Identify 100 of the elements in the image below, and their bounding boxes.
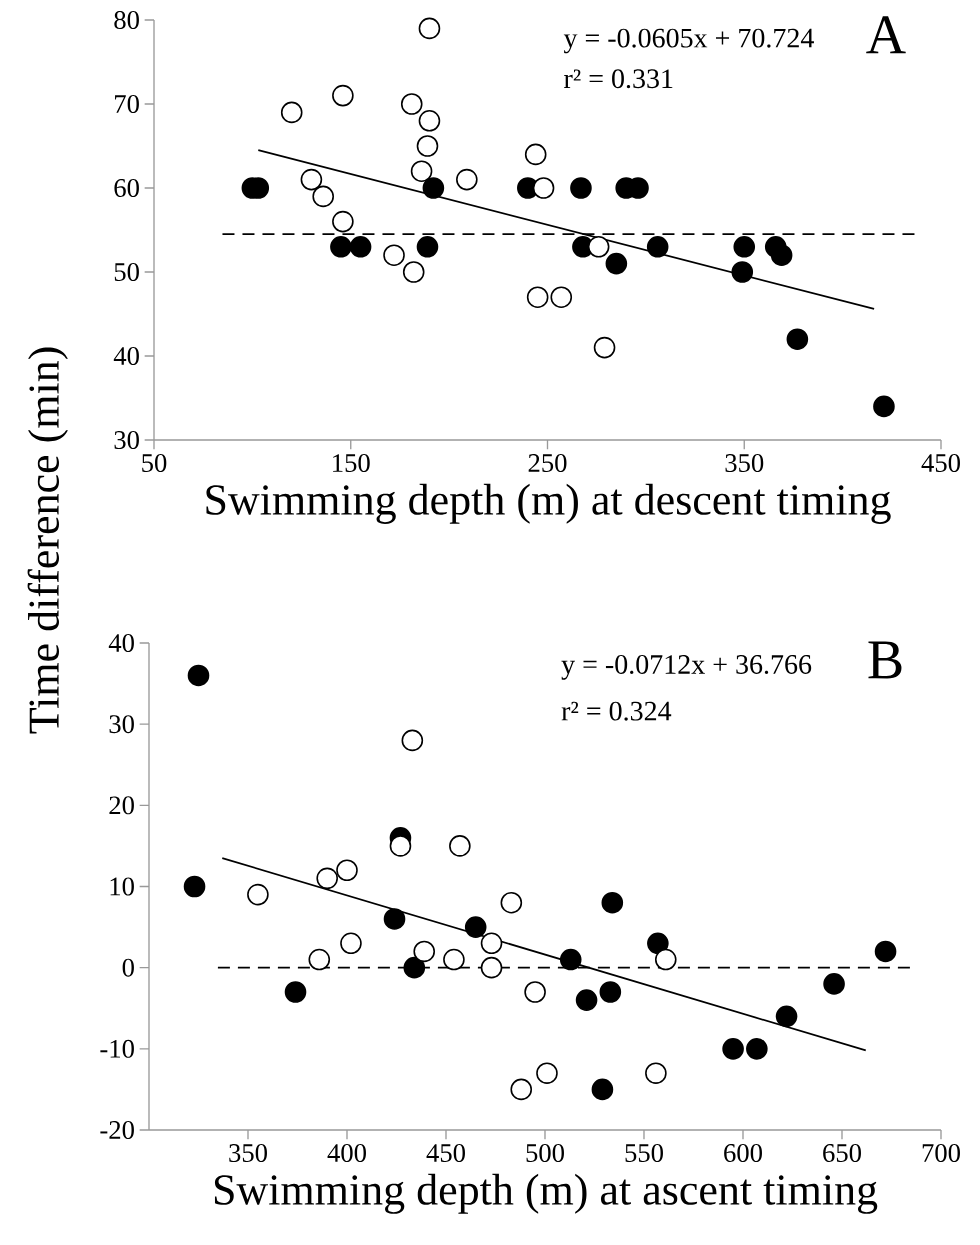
point [575,989,598,1011]
x-tick-label: 500 [526,1144,564,1163]
point [510,1078,533,1101]
point [746,1038,768,1060]
point [413,940,436,963]
point [770,244,793,266]
point [349,236,372,258]
annotation: r² = 0.324 [561,701,672,721]
x-axis-title: Swimming depth (m) at descent timing [206,483,891,524]
y-tick-label: 40 [113,347,139,365]
point [449,835,471,857]
point [332,84,354,107]
y-tick-label: 20 [109,796,134,815]
point [410,160,433,182]
point [570,177,592,199]
point [654,948,677,971]
point [416,135,439,157]
y-tick-label: 30 [109,715,134,734]
point [559,948,582,971]
point [383,244,405,266]
point [422,177,445,199]
point [247,883,269,906]
point [593,336,616,359]
point [400,93,423,115]
point [599,981,622,1003]
y-axis-title: Time difference (min) [27,347,68,734]
point [645,1062,667,1084]
point [443,948,465,971]
point [591,1078,614,1101]
x-axis-title: Swimming depth (m) at ascent timing [214,1173,878,1214]
annotation: y = -0.0605x + 70.724 [563,28,814,54]
point [308,948,331,971]
point [731,261,754,283]
point [312,185,334,208]
point [187,664,210,687]
point [316,867,338,890]
x-tick-label: 400 [327,1144,366,1163]
y-tick-label: 10 [110,877,134,896]
x-tick-label: 50 [142,454,167,473]
x-tick-label: 450 [426,1144,465,1163]
annotation: r² = 0.331 [564,69,673,89]
point [280,101,303,124]
point [601,891,624,914]
y-tick-label: 70 [115,95,139,113]
x-tick-label: 250 [528,454,567,473]
point [536,1062,558,1084]
point [647,932,669,955]
point [480,956,503,979]
point [532,177,555,199]
point [330,236,352,258]
point [332,210,354,233]
x-tick-label: 350 [229,1144,267,1163]
y-tick-label: 0 [122,958,134,977]
point [587,236,610,258]
y-tick-label: 50 [114,263,139,281]
point [550,286,573,308]
point [389,835,412,857]
point [500,891,523,914]
annotation: A [866,16,906,54]
point [524,981,546,1003]
y-tick-label: 30 [114,431,139,449]
point [874,940,897,963]
x-tick-label: 650 [823,1144,861,1163]
point [775,1005,798,1028]
point [383,908,406,930]
point [786,328,809,350]
point [605,252,628,275]
point [183,875,206,898]
x-tick-label: 550 [625,1144,663,1163]
y-tick-label: -10 [100,1039,134,1058]
point [733,236,756,258]
point [524,143,547,166]
annotation: y = -0.0712x + 36.766 [561,655,812,680]
point [526,286,549,308]
x-tick-label: 150 [333,454,370,473]
point [418,110,441,132]
x-tick-label: 700 [922,1144,960,1163]
annotation: B [868,641,902,679]
y-tick-label: 60 [114,179,139,197]
point [418,17,441,40]
point [722,1038,744,1060]
x-tick-label: 600 [724,1144,762,1163]
y-tick-label: -20 [100,1121,134,1139]
point [284,981,307,1003]
point [403,956,426,979]
x-tick-label: 450 [921,454,960,473]
point [300,168,323,191]
point [336,859,358,882]
y-tick-label: 80 [114,11,139,29]
point [456,168,478,191]
y-tick-label: 40 [108,634,134,652]
x-tick-label: 350 [725,454,764,473]
point [416,236,439,258]
point [823,973,845,995]
point [340,932,362,955]
point [646,236,669,258]
point [401,729,424,752]
point [480,932,503,955]
point [464,916,487,938]
point [873,395,895,418]
